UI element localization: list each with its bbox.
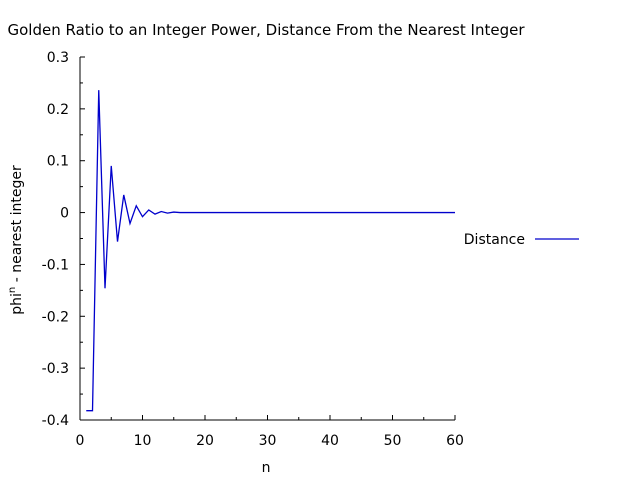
series-line-distance [86, 90, 455, 412]
x-tick-label: 0 [76, 433, 85, 449]
y-axis-label-base: phi [9, 293, 25, 315]
x-tick-label: 10 [134, 433, 152, 449]
y-axis-label-sup: n [7, 287, 18, 293]
y-tick-label: -0.1 [42, 257, 69, 273]
y-tick-label: 0.1 [47, 154, 69, 170]
y-tick-label: 0.2 [47, 102, 69, 118]
y-tick-label: 0.3 [47, 50, 69, 66]
y-tick-label: -0.3 [42, 361, 69, 377]
legend-label: Distance [464, 232, 525, 248]
y-tick-label: 0 [60, 206, 69, 222]
y-axis-label: phin - nearest integer [7, 165, 25, 315]
y-tick-label: -0.2 [42, 309, 69, 325]
y-tick-label: -0.4 [42, 413, 69, 429]
legend: Distance [464, 232, 579, 248]
y-axis-label-rest: - nearest integer [9, 165, 25, 287]
x-tick-label: 30 [259, 433, 277, 449]
x-tick-label: 60 [446, 433, 464, 449]
x-axis-label: n [262, 460, 271, 476]
x-tick-label: 40 [321, 433, 339, 449]
x-tick-label: 20 [196, 433, 214, 449]
plot-area: 0.3 0.2 0.1 0 -0.1 -0.2 -0.3 -0.4 0 10 20 30 40 50 60 [42, 50, 464, 449]
x-tick-label: 50 [384, 433, 402, 449]
chart-title: Golden Ratio to an Integer Power, Distan… [8, 21, 526, 39]
